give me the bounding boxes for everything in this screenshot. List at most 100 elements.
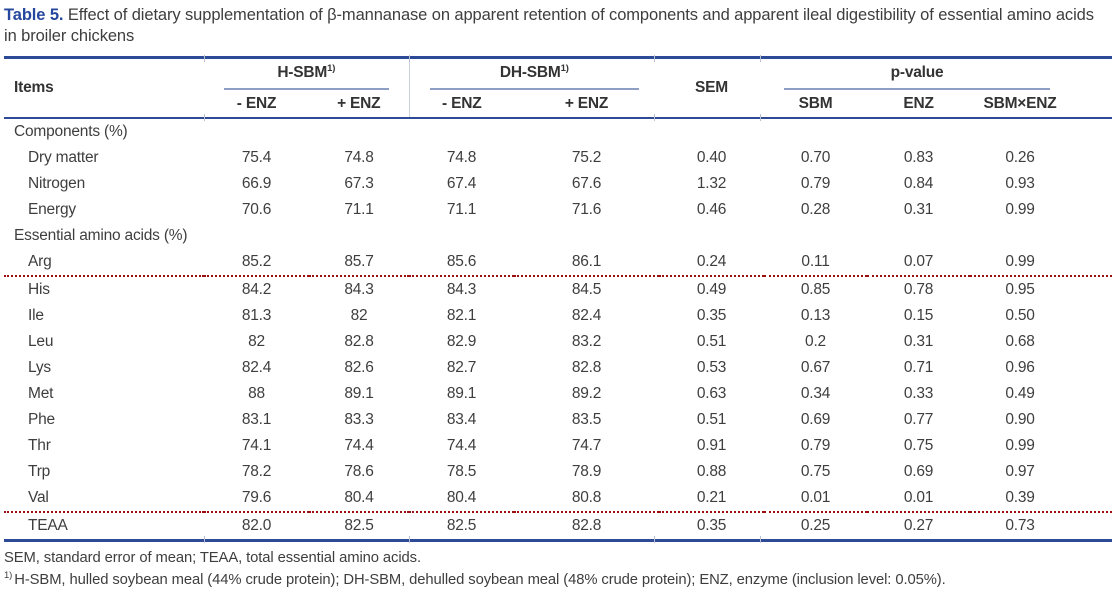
cell-value: 0.96 (1005, 359, 1035, 376)
cell-value: 0.84 (903, 175, 934, 192)
header-row-groups: Items H-SBM1) DH-SBM1) SEM p-value (4, 57, 1112, 119)
dh-sbm-label: DH-SBM (499, 64, 561, 81)
cell-value: 0.31 (903, 201, 934, 218)
col-header-items: Items (4, 57, 204, 119)
cell-value: 82.7 (446, 359, 477, 376)
row-label: TEAA (28, 517, 68, 534)
cell-value: 0.71 (903, 359, 934, 376)
cell-value: 0.34 (800, 385, 831, 402)
row-label: Components (%) (14, 123, 128, 140)
cell-value: 74.1 (241, 437, 272, 454)
table-row: Ile 81.3 82 82.1 82.4 0.35 0.13 0.15 0.50 (4, 303, 1112, 329)
cell-value: 82 (350, 307, 368, 324)
cell-value: 0.50 (1005, 307, 1035, 324)
table-row: Arg 85.2 85.7 85.6 86.1 0.24 0.11 0.07 0.99 (4, 249, 1112, 277)
cell-value: 0.75 (903, 437, 934, 454)
cell-value: 85.6 (409, 249, 514, 277)
cell-value: 0.79 (800, 437, 831, 454)
row-label: Phe (28, 411, 55, 428)
column-tick (760, 536, 761, 543)
cell-value: 82 (248, 333, 265, 350)
col-group-h-sbm: H-SBM1) (204, 58, 409, 90)
cell-value: 0.67 (800, 359, 831, 376)
cell-value: 0.78 (903, 281, 934, 298)
cell-value: 0.99 (970, 249, 1112, 277)
cell-value: 0.69 (903, 463, 934, 480)
col-header-dh-sbm-plus-enz: + ENZ (514, 90, 660, 119)
cell-value: 0.49 (696, 281, 727, 298)
cell-value: 82.8 (571, 517, 602, 534)
column-tick (654, 114, 655, 121)
cell-value: 82.4 (241, 359, 272, 376)
cell-value: 0.73 (1005, 517, 1035, 534)
cell-value: 89.2 (571, 385, 602, 402)
cell-value: 67.6 (571, 175, 602, 192)
h-sbm-label: H-SBM (277, 64, 328, 81)
cell-value: 83.4 (446, 411, 477, 428)
footnote-abbreviations: SEM, standard error of mean; TEAA, total… (4, 550, 421, 566)
table-row: His 84.2 84.3 84.3 84.5 0.49 0.85 0.78 0.95 (4, 276, 1112, 303)
cell-value: 84.5 (571, 281, 602, 298)
column-tick (204, 114, 205, 121)
empty-cell (204, 223, 1112, 249)
cell-value: 0.26 (1005, 149, 1035, 166)
cell-value: 0.33 (903, 385, 934, 402)
cell-value: 82.9 (446, 333, 477, 350)
cell-value: 0.28 (800, 201, 831, 218)
cell-value: 0.68 (1005, 333, 1035, 350)
row-label: Thr (28, 437, 51, 454)
column-tick (204, 55, 205, 62)
cell-value: 0.51 (696, 333, 727, 350)
h-sbm-footnote-marker: 1) (327, 62, 336, 74)
cell-value: 0.01 (867, 485, 971, 513)
row-label: Trp (28, 463, 51, 480)
table-body: Components (%) Dry matter 75.4 74.8 74.8 75.2… (4, 118, 1112, 541)
cell-value: 79.6 (204, 485, 309, 513)
cell-value: 78.2 (241, 463, 272, 480)
empty-cell (204, 118, 1112, 145)
cell-value: 0.97 (1005, 463, 1035, 480)
cell-value: 82.6 (344, 359, 374, 376)
column-tick (409, 536, 410, 543)
cell-value: 82.5 (446, 517, 477, 534)
row-label: Dry matter (28, 149, 99, 166)
cell-value: 82.0 (241, 517, 272, 534)
table-row: Lys 82.4 82.6 82.7 82.8 0.53 0.67 0.71 0.96 (4, 355, 1112, 381)
cell-value: 75.4 (241, 149, 272, 166)
section-row: Components (%) (4, 118, 1112, 145)
col-header-p-enz: ENZ (867, 90, 971, 119)
cell-value: 0.40 (696, 149, 727, 166)
cell-value: 0.91 (696, 437, 727, 454)
cell-value: 80.4 (309, 485, 409, 513)
row-label: Nitrogen (28, 175, 85, 192)
col-header-p-sbm: SBM (764, 90, 868, 119)
column-tick (409, 55, 410, 62)
cell-value: 88 (248, 385, 265, 402)
cell-value: 0.85 (800, 281, 831, 298)
cell-value: 74.4 (446, 437, 477, 454)
table-row: Leu 82 82.8 82.9 83.2 0.51 0.2 0.31 0.68 (4, 329, 1112, 355)
table-row: Nitrogen 66.9 67.3 67.4 67.6 1.32 0.79 0.84 0.93 (4, 171, 1112, 197)
footnote-marker: 1) (4, 570, 13, 582)
cell-value: 0.27 (903, 517, 934, 534)
cell-value: 0.39 (970, 485, 1112, 513)
footnote-definitions-text: H-SBM, hulled soybean meal (44% crude pr… (14, 572, 946, 588)
cell-value: 0.90 (1005, 411, 1035, 428)
table-row: Trp 78.2 78.6 78.5 78.9 0.88 0.75 0.69 0.97 (4, 459, 1112, 485)
row-label: His (28, 281, 50, 298)
cell-value: 0.01 (764, 485, 868, 513)
col-header-p-sbm-x-enz: SBM×ENZ (970, 90, 1112, 119)
cell-value: 86.1 (514, 249, 660, 277)
cell-value: 0.2 (805, 333, 826, 350)
cell-value: 1.32 (696, 175, 727, 192)
table-row: TEAA 82.0 82.5 82.5 82.8 0.35 0.25 0.27 0.73 (4, 512, 1112, 541)
row-label: Essential amino acids (%) (14, 227, 188, 244)
column-tick (760, 55, 761, 62)
cell-value: 0.70 (800, 149, 831, 166)
cell-value: 83.3 (344, 411, 374, 428)
cell-value: 82.1 (446, 307, 477, 324)
row-label: Leu (28, 333, 54, 350)
cell-value: 0.51 (696, 411, 727, 428)
cell-value: 70.6 (241, 201, 272, 218)
